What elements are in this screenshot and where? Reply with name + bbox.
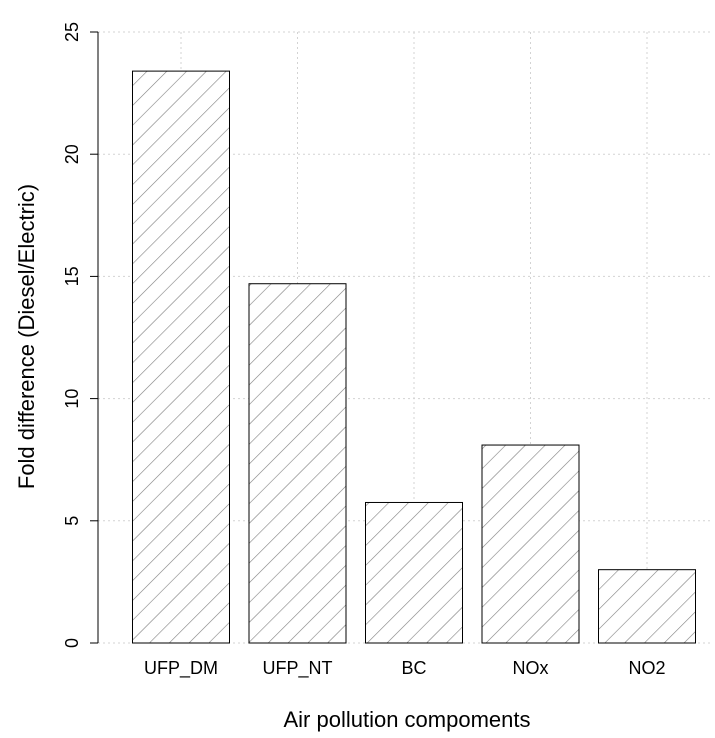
bar-nox <box>481 444 580 644</box>
x-tick-label-no2: NO2 <box>628 658 665 678</box>
x-axis-label: Air pollution compoments <box>283 707 530 732</box>
y-axis: 0 5 10 15 20 25 <box>62 22 99 648</box>
x-tick-label-ufp_nt: UFP_NT <box>262 658 332 679</box>
bar-ufp_dm <box>132 70 230 644</box>
y-tick-label-5: 5 <box>62 516 82 526</box>
bars <box>132 70 696 644</box>
x-axis-tick-labels: UFP_DM UFP_NT BC NOx NO2 <box>144 658 666 679</box>
y-tick-label-0: 0 <box>62 638 82 648</box>
y-tick-label-25: 25 <box>62 22 82 42</box>
y-axis-label: Fold difference (Diesel/Electric) <box>14 184 39 489</box>
y-tick-label-10: 10 <box>62 389 82 409</box>
y-tick-label-20: 20 <box>62 144 82 164</box>
x-tick-label-ufp_dm: UFP_DM <box>144 658 218 679</box>
y-tick-label-15: 15 <box>62 266 82 286</box>
bar-no2 <box>598 569 696 644</box>
x-tick-label-bc: BC <box>401 658 426 678</box>
x-tick-label-nox: NOx <box>513 658 549 678</box>
bar-ufp_nt <box>248 283 347 644</box>
bar-bc <box>365 501 463 644</box>
